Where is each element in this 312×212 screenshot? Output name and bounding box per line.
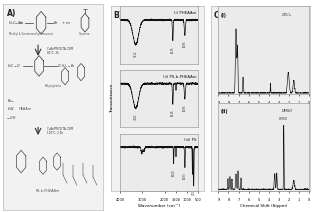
Text: (ii) PS-b-PHEAAm: (ii) PS-b-PHEAAm bbox=[163, 75, 197, 78]
Text: Polystyrene: Polystyrene bbox=[44, 85, 62, 88]
Text: CuBr/PMDETA, DMF: CuBr/PMDETA, DMF bbox=[47, 127, 73, 131]
Text: 110°C, 2.5h: 110°C, 2.5h bbox=[47, 131, 63, 135]
X-axis label: Chemical Shift (δ/ppm): Chemical Shift (δ/ppm) bbox=[240, 204, 287, 208]
Text: 80°C, 2h: 80°C, 2h bbox=[47, 51, 59, 55]
Text: 1095: 1095 bbox=[183, 104, 187, 111]
Text: A): A) bbox=[7, 9, 17, 18]
Text: Transmittance: Transmittance bbox=[110, 84, 114, 113]
Text: CuBr/PMDETA, DMF: CuBr/PMDETA, DMF bbox=[47, 47, 73, 51]
Text: 700: 700 bbox=[192, 190, 196, 195]
Text: 1635: 1635 bbox=[171, 110, 175, 116]
X-axis label: Wavenumber (cm⁻¹): Wavenumber (cm⁻¹) bbox=[138, 204, 180, 208]
Text: 3312: 3312 bbox=[134, 51, 138, 57]
Text: PS-b-PHEAAm: PS-b-PHEAAm bbox=[36, 189, 60, 193]
Text: $H_3C\!-\!O$: $H_3C\!-\!O$ bbox=[7, 62, 21, 70]
Text: 3282: 3282 bbox=[134, 113, 138, 120]
Text: Styrene: Styrene bbox=[79, 32, 91, 36]
Text: $Br$: $Br$ bbox=[53, 19, 59, 26]
Text: 1600: 1600 bbox=[172, 169, 176, 176]
Text: B): B) bbox=[114, 11, 123, 20]
Text: 1095: 1095 bbox=[183, 41, 187, 47]
Text: DMSO: DMSO bbox=[279, 117, 288, 121]
Text: $Br\!-\!$: $Br\!-\!$ bbox=[7, 97, 15, 104]
Text: $+\ m$: $+\ m$ bbox=[61, 19, 71, 26]
Text: (i): (i) bbox=[220, 13, 226, 18]
Text: 1635: 1635 bbox=[171, 46, 175, 53]
Text: $H_2N$: $H_2N$ bbox=[7, 105, 16, 113]
Text: Methyl 4-(bromomethyl)benzoate: Methyl 4-(bromomethyl)benzoate bbox=[9, 32, 53, 36]
Text: $\!\!-\!\!(CH_2)_n\!-\!Br$: $\!\!-\!\!(CH_2)_n\!-\!Br$ bbox=[56, 62, 76, 70]
Text: 1093: 1093 bbox=[183, 173, 187, 179]
Text: CDCl₃: CDCl₃ bbox=[282, 13, 292, 17]
Text: $H_3C\!-\!O$: $H_3C\!-\!O$ bbox=[8, 19, 22, 26]
Text: DMSO: DMSO bbox=[282, 109, 293, 113]
Text: (iii) PS: (iii) PS bbox=[184, 138, 197, 142]
Text: HEAAm: HEAAm bbox=[18, 107, 32, 111]
Text: (ii): (ii) bbox=[220, 109, 228, 114]
Text: $\!\!-\!OH$: $\!\!-\!OH$ bbox=[7, 114, 17, 121]
Text: C): C) bbox=[214, 11, 223, 20]
Text: (i) PHEAAm: (i) PHEAAm bbox=[174, 11, 197, 15]
